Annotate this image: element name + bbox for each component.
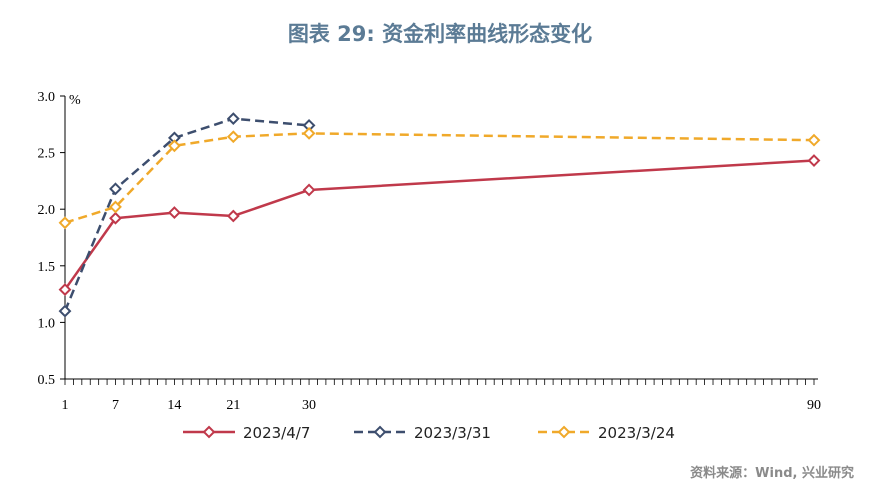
x-tick-label: 30 xyxy=(302,398,316,413)
legend-marker xyxy=(373,425,387,439)
series-line-0 xyxy=(63,159,815,291)
y-tick-label: 1.0 xyxy=(38,316,56,331)
legend-label: 2023/3/31 xyxy=(414,424,491,442)
y-tick-label: 1.5 xyxy=(38,260,56,275)
data-point xyxy=(302,126,316,140)
data-point xyxy=(167,139,181,153)
series-line-2 xyxy=(64,132,815,224)
chart-title: 图表 29: 资金利率曲线形态变化 xyxy=(287,22,593,46)
data-point xyxy=(58,304,72,318)
data-point xyxy=(58,283,72,296)
series-line-1 xyxy=(63,117,310,312)
y-axis-unit: % xyxy=(69,93,81,108)
source-note: 资料来源：Wind, 兴业研究 xyxy=(690,466,854,481)
data-point xyxy=(807,154,821,167)
x-tick-label: 7 xyxy=(112,398,119,413)
y-tick-label: 2.5 xyxy=(38,147,56,162)
data-point xyxy=(58,216,72,230)
legend-label: 2023/3/24 xyxy=(598,424,675,442)
data-point xyxy=(109,182,122,196)
x-tick-label: 1 xyxy=(62,398,69,413)
y-tick-label: 3.0 xyxy=(38,90,56,105)
data-point xyxy=(109,200,122,214)
y-tick-label: 2.0 xyxy=(38,203,56,218)
x-tick-label: 14 xyxy=(167,398,181,413)
data-point xyxy=(226,130,240,144)
data-point xyxy=(302,183,316,197)
legend: 2023/4/7 2023/3/31 2023/3/24 xyxy=(183,424,675,442)
data-point xyxy=(167,206,181,220)
data-point xyxy=(226,209,240,223)
series-lines xyxy=(58,112,821,318)
x-tick-label: 90 xyxy=(807,398,821,413)
legend-label: 2023/4/7 xyxy=(243,424,310,442)
axes: 0.5 1.0 1.5 2.0 2.5 3.0 % 1 7 14 21 30 90 xyxy=(38,90,822,413)
data-point xyxy=(109,211,122,225)
y-tick-label: 0.5 xyxy=(38,373,56,388)
x-tick-label: 21 xyxy=(226,398,240,413)
legend-marker xyxy=(202,425,216,439)
legend-marker xyxy=(557,425,571,439)
data-point xyxy=(807,133,821,147)
data-point xyxy=(226,112,240,126)
